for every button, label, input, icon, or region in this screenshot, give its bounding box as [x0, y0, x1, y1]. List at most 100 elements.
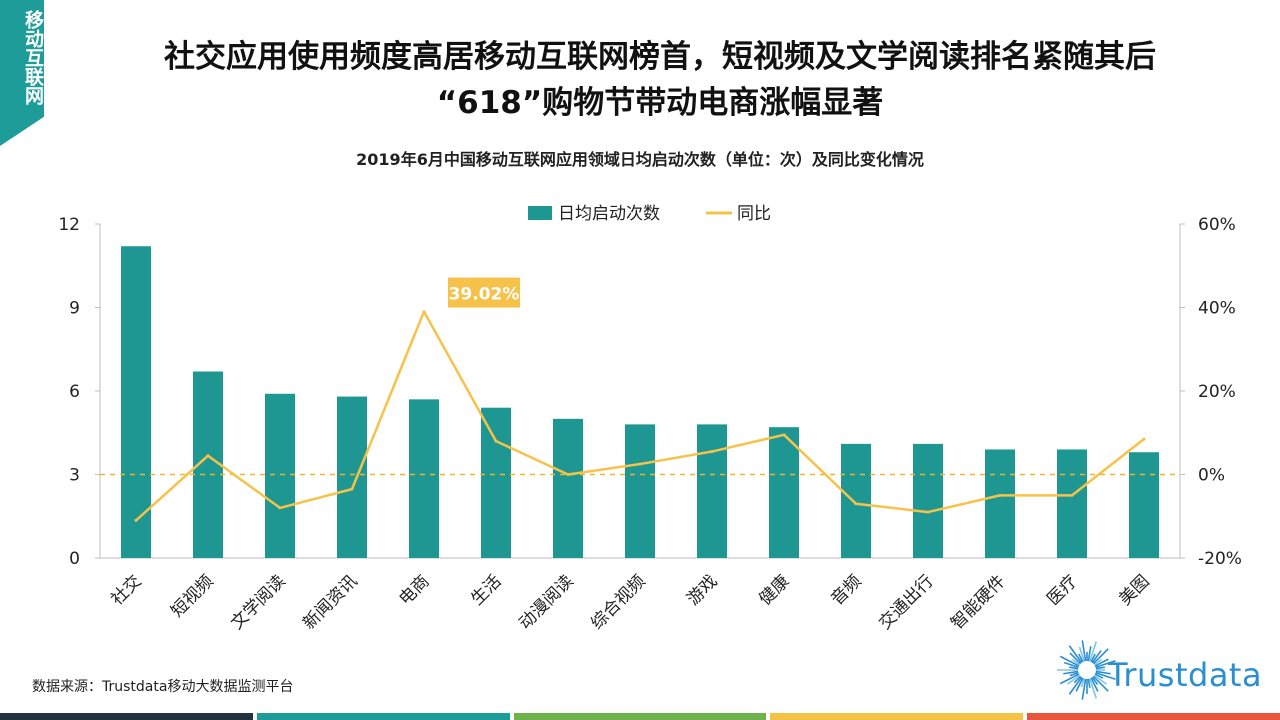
- right-tick-label: 60%: [1198, 215, 1236, 235]
- annotation-box: [448, 277, 520, 308]
- logo-ray: [1067, 674, 1081, 685]
- logo-ray: [1091, 650, 1102, 664]
- logo-ray: [1091, 676, 1099, 686]
- logo-ray: [1063, 661, 1079, 668]
- left-tick-label: 12: [58, 215, 80, 235]
- section-tab-label: 移动互联网: [22, 10, 44, 105]
- left-tick-label: 6: [69, 382, 80, 402]
- logo-ray: [1078, 646, 1085, 662]
- chart-title: 2019年6月中国移动互联网应用领域日均启动次数（单位：次）及同比变化情况: [356, 150, 924, 169]
- yoy-point: [134, 518, 138, 522]
- yoy-point: [638, 462, 642, 466]
- yoy-point: [782, 433, 786, 437]
- yoy-point: [350, 487, 354, 491]
- yoy-point: [206, 454, 210, 458]
- logo-ray: [1094, 673, 1104, 679]
- page-title-line1: 社交应用使用频度高居移动互联网榜首，短视频及文学阅读排名紧随其后: [164, 39, 1156, 75]
- yoy-point: [710, 450, 714, 454]
- logo-ray: [1095, 670, 1111, 675]
- right-tick-label: -20%: [1198, 549, 1242, 569]
- logo-ray: [1093, 674, 1107, 685]
- legend-line-label: 同比: [737, 204, 771, 224]
- bar: [481, 407, 511, 558]
- legend-bar-label: 日均启动次数: [558, 204, 660, 224]
- yoy-point: [278, 506, 282, 510]
- category-label: 交通出行: [875, 571, 937, 633]
- category-label: 社交: [107, 571, 145, 609]
- category-label: 动漫阅读: [515, 571, 577, 633]
- logo-ray: [1095, 666, 1105, 670]
- logo-ray: [1069, 652, 1082, 665]
- logo-ray: [1063, 670, 1079, 675]
- yoy-point: [422, 310, 426, 314]
- logo-ray: [1069, 666, 1079, 670]
- category-label: 音频: [827, 571, 865, 609]
- left-tick-label: 3: [69, 466, 80, 486]
- bar: [1057, 449, 1087, 558]
- strip-segment: [770, 713, 1024, 720]
- strip-segment: [256, 713, 510, 720]
- section-tab: 移动互联网: [0, 0, 44, 146]
- logo-ray: [1095, 659, 1116, 668]
- logo-ray: [1090, 653, 1096, 663]
- logo-ray: [1095, 672, 1116, 681]
- logo-ray: [1080, 678, 1085, 688]
- page-title-line2: “618”购物节带动电商涨幅显著: [436, 85, 884, 121]
- category-label: 游戏: [683, 571, 721, 609]
- logo-ray: [1081, 640, 1087, 662]
- logo-ray: [1059, 655, 1080, 667]
- logo-ray: [1068, 645, 1083, 664]
- category-label: 短视频: [167, 571, 217, 621]
- yoy-point: [854, 502, 858, 506]
- brand-logo-text: Trustdata: [1108, 656, 1263, 694]
- logo-ray: [1069, 672, 1079, 677]
- strip-segment: [0, 713, 253, 720]
- category-label: 智能硬件: [947, 571, 1009, 633]
- logo-ray: [1075, 677, 1084, 692]
- bar: [121, 246, 151, 558]
- bar: [409, 399, 439, 558]
- bar: [769, 427, 799, 558]
- logo-ray: [1092, 648, 1109, 665]
- yoy-point: [998, 493, 1002, 497]
- bar: [841, 443, 871, 558]
- logo-ray: [1090, 677, 1099, 692]
- left-tick-label: 9: [69, 299, 80, 319]
- bar: [553, 418, 583, 558]
- strip-segment: [513, 713, 767, 720]
- category-label: 医疗: [1043, 571, 1081, 609]
- logo-ray: [1089, 678, 1098, 699]
- yoy-point: [566, 473, 570, 476]
- bar: [913, 443, 943, 558]
- logo-ray: [1071, 658, 1081, 666]
- legend-bar-swatch: [528, 206, 552, 220]
- logo-ray: [1094, 658, 1109, 667]
- right-tick-label: 40%: [1198, 299, 1236, 319]
- category-label: 健康: [755, 571, 793, 609]
- logo-ray: [1093, 658, 1103, 666]
- bar: [265, 393, 295, 558]
- category-label: 文学阅读: [227, 571, 289, 633]
- logo-ray: [1081, 678, 1087, 700]
- logo-ray: [1073, 675, 1082, 684]
- annotation-label: 39.02%: [449, 285, 520, 305]
- category-label: 电商: [395, 571, 433, 609]
- logo-ray: [1068, 676, 1083, 695]
- yoy-point: [926, 510, 930, 514]
- category-label: 生活: [467, 571, 505, 609]
- left-tick-label: 0: [69, 549, 80, 569]
- sunburst-icon: [1057, 640, 1116, 700]
- category-label: 美图: [1115, 571, 1153, 609]
- logo-ray: [1087, 646, 1092, 662]
- logo-ray: [1059, 673, 1080, 685]
- data-source: 数据来源：Trustdata移动大数据监测平台: [32, 679, 294, 695]
- logo-ray: [1092, 675, 1109, 692]
- bottom-color-strip: [0, 713, 1280, 720]
- bar: [337, 396, 367, 558]
- category-label: 综合视频: [587, 571, 649, 633]
- yoy-point: [1142, 437, 1146, 441]
- category-label: 新闻资讯: [299, 571, 361, 633]
- logo-ray: [1087, 678, 1091, 688]
- bar: [1129, 452, 1159, 558]
